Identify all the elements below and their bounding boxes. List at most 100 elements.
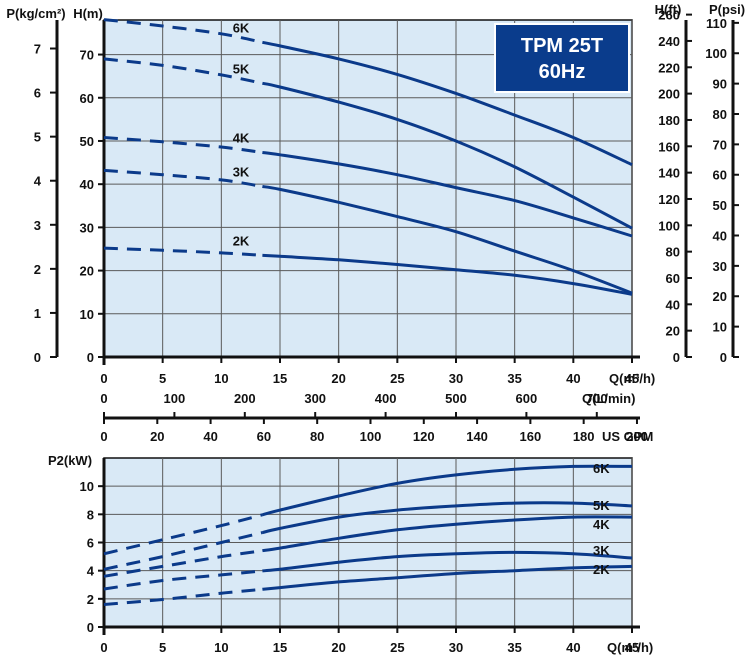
head-ft-tick-label: 220 — [658, 60, 680, 75]
head-x-tick-label: 5 — [159, 371, 166, 386]
psi-tick-label: 20 — [713, 289, 727, 304]
power-x-tick-label: 10 — [214, 640, 228, 655]
power-series-label: 4K — [593, 517, 610, 532]
power-x-tick-label: 40 — [566, 640, 580, 655]
flow-gpm-tick-label: 60 — [257, 429, 271, 444]
head-x-tick-label: 0 — [100, 371, 107, 386]
psi-tick-label: 10 — [713, 320, 727, 335]
head-ft-tick-label: 140 — [658, 166, 680, 181]
head-ft-tick-label: 120 — [658, 192, 680, 207]
flow-lmin-tick-label: 600 — [516, 391, 538, 406]
pressure-tick-label: 7 — [34, 42, 41, 57]
power-series-label: 5K — [593, 498, 610, 513]
power-y-tick-label: 10 — [80, 479, 94, 494]
psi-axis-label: P(psi) — [709, 2, 745, 17]
power-y-tick-label: 4 — [87, 564, 95, 579]
head-y-tick-label: 20 — [80, 264, 94, 279]
power-series-label: 6K — [593, 461, 610, 476]
power-x-tick-label: 0 — [100, 640, 107, 655]
power-x-tick-label: 5 — [159, 640, 166, 655]
psi-tick-label: 90 — [713, 77, 727, 92]
head-x-tick-label: 40 — [566, 371, 580, 386]
power-x-tick-label: 30 — [449, 640, 463, 655]
power-y-tick-label: 8 — [87, 507, 94, 522]
power-x-tick-label: 15 — [273, 640, 287, 655]
power-y-tick-label: 2 — [87, 592, 94, 607]
psi-tick-label: 60 — [713, 168, 727, 183]
flow-lmin-tick-label: 300 — [304, 391, 326, 406]
power-y-tick-label: 6 — [87, 536, 94, 551]
pressure-axis-label: P(kg/cm²) — [6, 6, 65, 21]
head-x-axis-label: Q(m³/h) — [609, 371, 655, 386]
head-x-tick-label: 25 — [390, 371, 404, 386]
head-ft-tick-label: 0 — [673, 350, 680, 365]
pressure-tick-label: 3 — [34, 218, 41, 233]
psi-tick-label: 30 — [713, 259, 727, 274]
head-y-tick-label: 0 — [87, 350, 94, 365]
pressure-tick-label: 6 — [34, 86, 41, 101]
flow-lmin-tick-label: 500 — [445, 391, 467, 406]
head-series-label: 4K — [233, 130, 250, 145]
power-x-axis-label: Q(m³/h) — [607, 640, 653, 655]
psi-tick-label: 40 — [713, 228, 727, 243]
head-y-tick-label: 50 — [80, 134, 94, 149]
flow-gpm-tick-label: 180 — [573, 429, 595, 444]
head-series-label: 6K — [233, 20, 250, 35]
head-y-tick-label: 70 — [80, 48, 94, 63]
head-ft-tick-label: 160 — [658, 139, 680, 154]
power-x-tick-label: 25 — [390, 640, 404, 655]
psi-tick-label: 50 — [713, 198, 727, 213]
flow-gpm-tick-label: 40 — [203, 429, 217, 444]
power-series-label: 2K — [593, 562, 610, 577]
head-chart: 010203040506070H(m)01234567P(kg/cm²)0204… — [6, 2, 745, 444]
psi-tick-label: 70 — [713, 137, 727, 152]
power-x-tick-label: 20 — [331, 640, 345, 655]
flow-gpm-tick-label: 20 — [150, 429, 164, 444]
pressure-tick-label: 0 — [34, 350, 41, 365]
head-series-label: 3K — [233, 165, 250, 180]
flow-gpm-tick-label: 0 — [100, 429, 107, 444]
head-y-tick-label: 30 — [80, 220, 94, 235]
psi-tick-label: 100 — [705, 46, 727, 61]
head-axis-label: H(m) — [73, 6, 103, 21]
head-y-tick-label: 10 — [80, 307, 94, 322]
head-ft-tick-label: 180 — [658, 113, 680, 128]
pressure-tick-label: 5 — [34, 130, 41, 145]
flow-gpm-tick-label: 140 — [466, 429, 488, 444]
pressure-tick-label: 2 — [34, 262, 41, 277]
power-x-tick-label: 35 — [507, 640, 521, 655]
head-ft-tick-label: 60 — [666, 271, 680, 286]
flow-lmin-axis-label: Q(L/min) — [582, 391, 635, 406]
model-badge: TPM 25T 60Hz — [495, 24, 629, 92]
head-y-tick-label: 60 — [80, 91, 94, 106]
head-x-tick-label: 20 — [331, 371, 345, 386]
head-series-label: 2K — [233, 233, 250, 248]
power-series-label: 3K — [593, 543, 610, 558]
psi-tick-label: 80 — [713, 107, 727, 122]
model-label: TPM 25T — [521, 35, 603, 57]
pressure-tick-label: 1 — [34, 306, 41, 321]
head-ft-tick-label: 40 — [666, 297, 680, 312]
head-ft-tick-label: 80 — [666, 245, 680, 260]
flow-lmin-tick-label: 0 — [100, 391, 107, 406]
head-ft-tick-label: 240 — [658, 34, 680, 49]
flow-gpm-tick-label: 80 — [310, 429, 324, 444]
head-series-label: 5K — [233, 61, 250, 76]
psi-tick-label: 110 — [706, 16, 727, 31]
flow-lmin-tick-label: 400 — [375, 391, 397, 406]
flow-gpm-axis-label: US GPM — [602, 429, 653, 444]
head-ft-tick-label: 100 — [658, 218, 680, 233]
head-y-tick-label: 40 — [80, 177, 94, 192]
flow-gpm-tick-label: 120 — [413, 429, 435, 444]
head-ft-tick-label: 200 — [658, 87, 680, 102]
head-x-tick-label: 10 — [214, 371, 228, 386]
flow-gpm-tick-label: 100 — [360, 429, 382, 444]
head-x-tick-label: 30 — [449, 371, 463, 386]
flow-lmin-tick-label: 100 — [164, 391, 186, 406]
head-ft-axis-label: H(ft) — [655, 2, 682, 17]
power-axis-label: P2(kW) — [48, 453, 92, 468]
head-x-tick-label: 15 — [273, 371, 287, 386]
